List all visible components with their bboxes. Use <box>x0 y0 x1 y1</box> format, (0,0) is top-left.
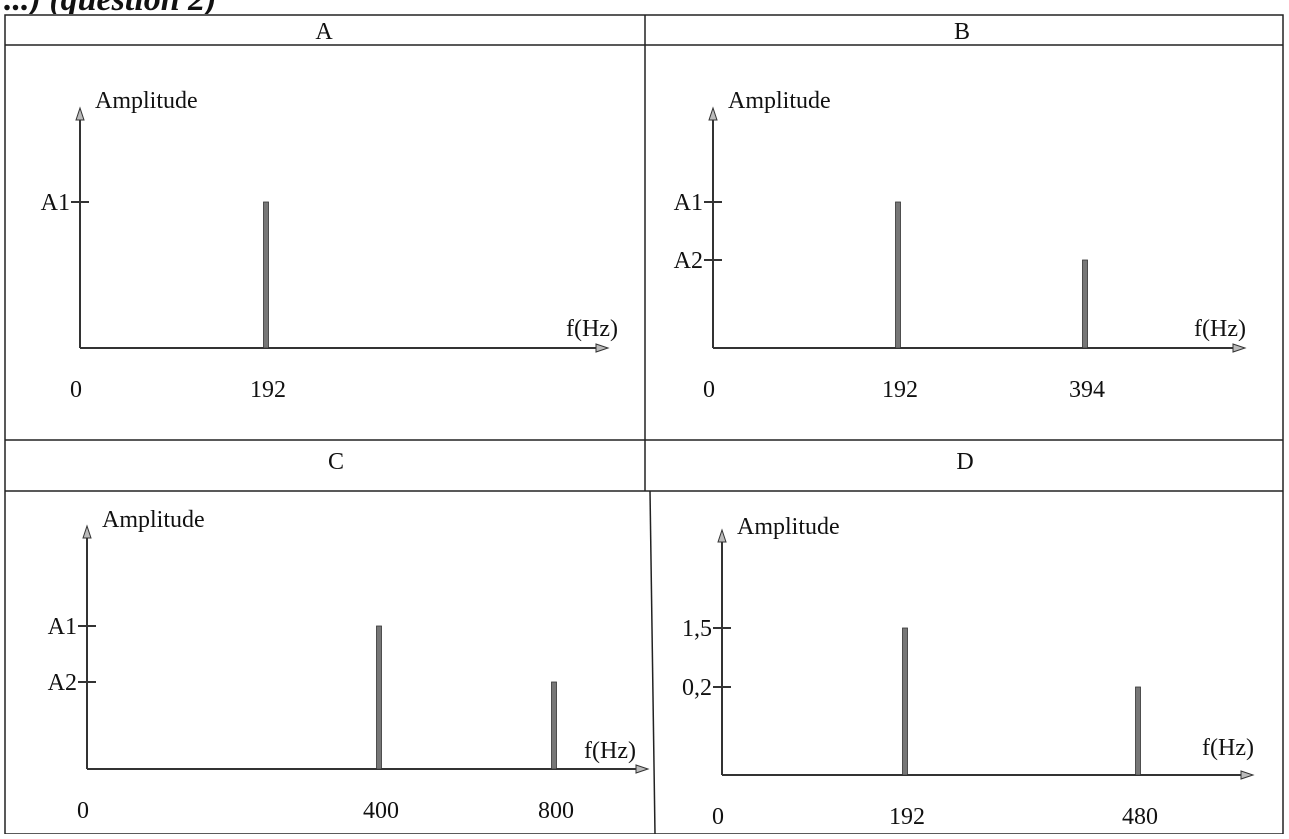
y-axis-label: Amplitude <box>737 514 840 540</box>
y-axis-arrowhead <box>717 528 727 543</box>
x-axis-label: f(Hz) <box>1194 316 1246 342</box>
panel-header-b: B <box>954 19 970 45</box>
y-tick-label: A2 <box>48 670 77 696</box>
x-axis-arrowhead <box>595 343 610 353</box>
spectrum-line-bar <box>895 201 901 349</box>
x-tick-label: 192 <box>882 377 918 403</box>
y-tick-label: A2 <box>674 248 703 274</box>
y-axis-arrowhead <box>82 524 92 539</box>
y-axis-label: Amplitude <box>728 88 831 114</box>
x-tick-label: 480 <box>1122 804 1158 830</box>
spectrum-line-bar <box>902 627 908 776</box>
x-axis-label: f(Hz) <box>566 316 618 342</box>
origin-label: 0 <box>70 377 82 403</box>
x-axis-label: f(Hz) <box>584 738 636 764</box>
y-axis-arrowhead <box>708 106 718 121</box>
table-border <box>4 14 1284 835</box>
panel-header-a: A <box>315 19 333 45</box>
y-axis-label: Amplitude <box>95 88 198 114</box>
spectrum-plots: Amplitude f(Hz) 0 A1 192 Amplitude f(Hz) 0 A1 A2 1… <box>41 88 1255 830</box>
panel-header-c: C <box>328 449 344 475</box>
panel-header-d: D <box>956 449 973 475</box>
x-axis-label: f(Hz) <box>1202 735 1254 761</box>
spectrum-line-bar <box>376 625 382 770</box>
y-tick-label: A1 <box>48 614 77 640</box>
spectrum-plot-c: Amplitude f(Hz) 0 A1 A2 400 800 <box>48 507 650 824</box>
y-tick-label: 0,2 <box>682 675 712 701</box>
x-axis-arrowhead <box>635 764 650 774</box>
origin-label: 0 <box>703 377 715 403</box>
x-tick-label: 192 <box>250 377 286 403</box>
spectrum-line-bar <box>263 201 269 349</box>
cropped-header-text: ...) (question 2) <box>4 0 217 18</box>
column-divider-bottom <box>649 490 656 835</box>
y-tick-label: 1,5 <box>682 616 712 642</box>
origin-label: 0 <box>77 798 89 824</box>
x-axis-arrowhead <box>1240 770 1255 780</box>
spectrum-plot-d: Amplitude f(Hz) 0 1,5 0,2 192 480 <box>682 514 1255 830</box>
y-axis-label: Amplitude <box>102 507 205 533</box>
x-tick-label: 192 <box>889 804 925 830</box>
spectrum-line-bar <box>1135 686 1141 776</box>
x-tick-label: 400 <box>363 798 399 824</box>
y-axis-arrowhead <box>75 106 85 121</box>
spectrum-line-bar <box>551 681 557 770</box>
x-tick-label: 800 <box>538 798 574 824</box>
y-tick-label: A1 <box>41 190 70 216</box>
spectrum-plot-b: Amplitude f(Hz) 0 A1 A2 192 394 <box>674 88 1247 403</box>
y-tick-label: A1 <box>674 190 703 216</box>
x-tick-label: 394 <box>1069 377 1105 403</box>
origin-label: 0 <box>712 804 724 830</box>
options-table-grid <box>4 14 1284 835</box>
spectrum-line-bar <box>1082 259 1088 349</box>
x-axis-arrowhead <box>1232 343 1247 353</box>
spectrum-plot-a: Amplitude f(Hz) 0 A1 192 <box>41 88 618 403</box>
